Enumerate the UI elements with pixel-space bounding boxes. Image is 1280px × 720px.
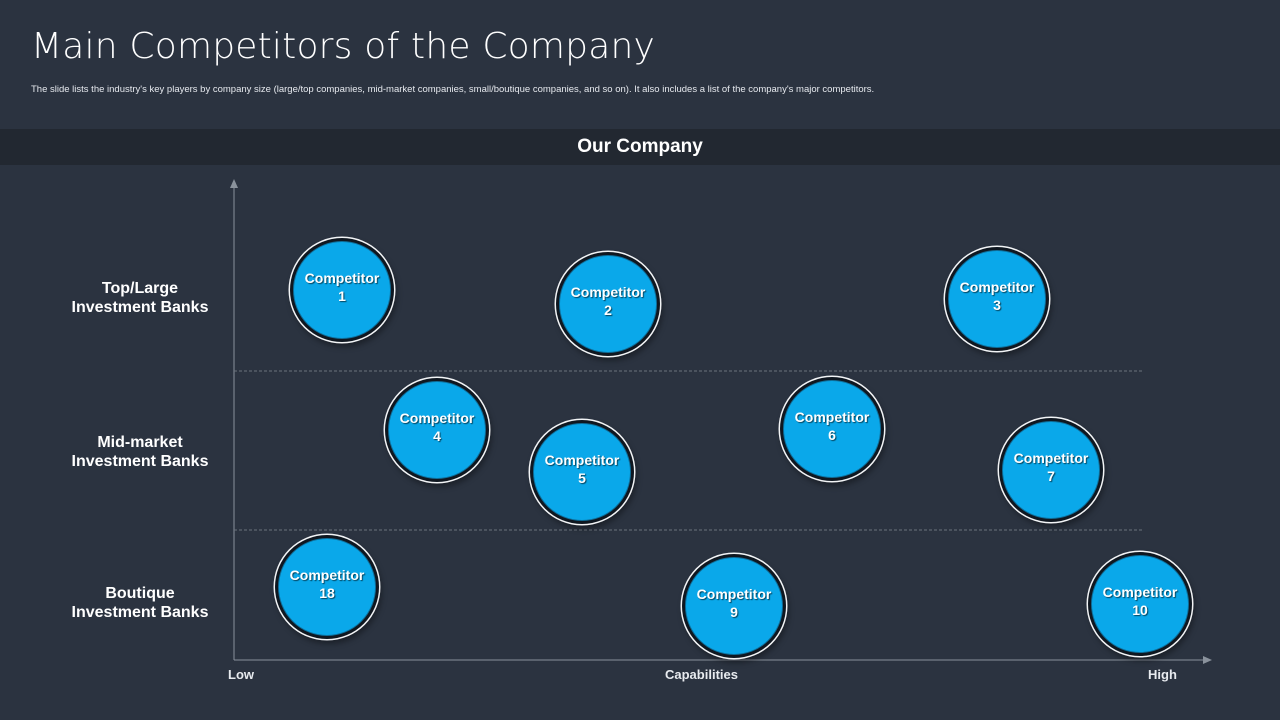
row-label-mid-market-line2: Investment Banks: [71, 453, 209, 470]
competitor-label: Competitor 10: [1103, 583, 1178, 619]
competitor-label-line1: Competitor: [304, 270, 380, 286]
competitor-label-number: 9: [730, 604, 738, 620]
competitor-bubble[interactable]: Competitor 2: [559, 255, 657, 353]
competitor-label: Competitor 9: [697, 585, 772, 621]
slide-subtitle: The slide lists the industry's key playe…: [31, 84, 875, 95]
row-label-boutique: Boutique Investment Banks: [40, 584, 240, 622]
our-company-band: Our Company: [0, 129, 1280, 165]
competitor-label-number: 18: [319, 585, 335, 601]
competitor-bubble[interactable]: Competitor 7: [1002, 421, 1100, 519]
competitor-bubble[interactable]: Competitor 6: [783, 380, 881, 478]
competitor-label-line1: Competitor: [696, 586, 772, 602]
competitor-bubble[interactable]: Competitor 18: [278, 538, 376, 636]
competitor-label-number: 1: [338, 288, 346, 304]
competitor-label: Competitor 6: [795, 408, 870, 444]
row-label-mid-market-line1: Mid-market: [97, 434, 183, 451]
competitor-label-line1: Competitor: [289, 567, 365, 583]
x-axis-low-label: Low: [228, 667, 254, 682]
competitor-label-line1: Competitor: [399, 410, 475, 426]
x-axis-arrow: [1203, 656, 1212, 664]
y-axis-arrow: [230, 179, 238, 188]
competitor-label: Competitor 18: [290, 566, 365, 602]
x-axis-high-label: High: [1148, 667, 1177, 682]
competitor-bubble[interactable]: Competitor 9: [685, 557, 783, 655]
competitor-label-line1: Competitor: [544, 452, 620, 468]
competitor-label: Competitor 7: [1014, 449, 1089, 485]
competitor-label-line1: Competitor: [794, 409, 870, 425]
row-label-top-large-line2: Investment Banks: [71, 299, 209, 316]
competitor-label-number: 10: [1132, 602, 1148, 618]
competitor-label-line1: Competitor: [570, 284, 646, 300]
competitor-label-number: 5: [578, 470, 586, 486]
competitor-bubble[interactable]: Competitor 1: [293, 241, 391, 339]
competitor-label: Competitor 4: [400, 409, 475, 445]
row-label-boutique-line2: Investment Banks: [71, 604, 209, 621]
our-company-label: Our Company: [577, 136, 703, 157]
competitor-label-line1: Competitor: [1013, 450, 1089, 466]
competitor-label-number: 2: [604, 302, 612, 318]
competitor-bubble[interactable]: Competitor 10: [1091, 555, 1189, 653]
competitor-label-line1: Competitor: [959, 279, 1035, 295]
row-label-top-large: Top/Large Investment Banks: [40, 279, 240, 317]
competitor-label-number: 7: [1047, 468, 1055, 484]
row-label-boutique-line1: Boutique: [105, 585, 175, 602]
competitor-bubble[interactable]: Competitor 4: [388, 381, 486, 479]
x-axis-title: Capabilities: [665, 667, 738, 682]
row-label-top-large-line1: Top/Large: [101, 280, 179, 297]
competitor-bubble[interactable]: Competitor 5: [533, 423, 631, 521]
competitor-label: Competitor 5: [545, 451, 620, 487]
slide-title: Main Competitors of the Company: [31, 26, 656, 67]
competitor-label: Competitor 1: [305, 269, 380, 305]
competitor-label-number: 6: [828, 427, 836, 443]
competitor-label-line1: Competitor: [1102, 584, 1178, 600]
competitor-label: Competitor 3: [960, 278, 1035, 314]
row-label-mid-market: Mid-market Investment Banks: [40, 433, 240, 471]
competitor-bubble[interactable]: Competitor 3: [948, 250, 1046, 348]
competitor-label: Competitor 2: [571, 283, 646, 319]
competitor-label-number: 3: [993, 297, 1001, 313]
competitor-label-number: 4: [433, 428, 441, 444]
